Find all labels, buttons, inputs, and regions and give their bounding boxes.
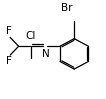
Text: F: F bbox=[6, 26, 12, 36]
Text: Cl: Cl bbox=[26, 31, 36, 41]
Text: Br: Br bbox=[61, 3, 73, 13]
Text: F: F bbox=[6, 56, 12, 66]
Text: N: N bbox=[42, 49, 50, 59]
